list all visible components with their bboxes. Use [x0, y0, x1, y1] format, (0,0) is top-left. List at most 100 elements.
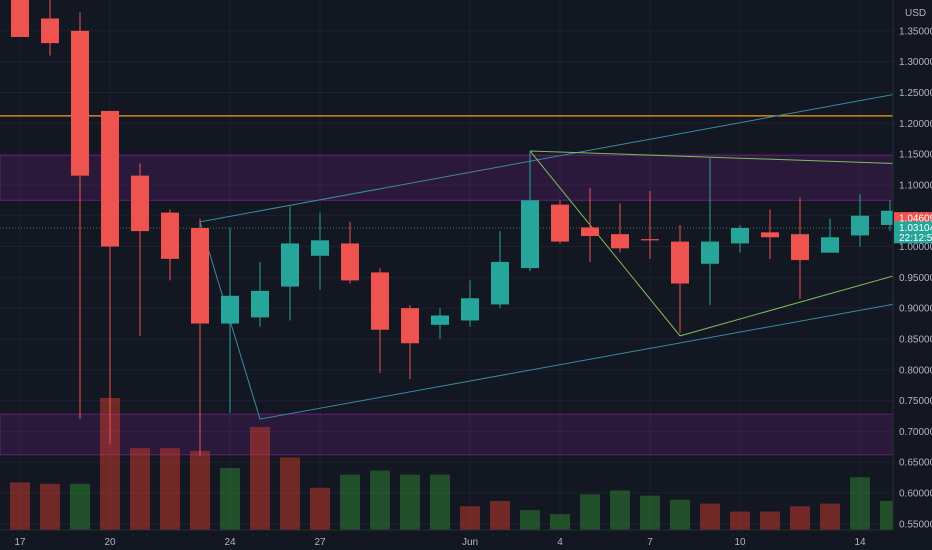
candle-body: [221, 295, 239, 324]
price-badge-background: [894, 221, 932, 234]
candle[interactable]: [401, 305, 419, 380]
candle[interactable]: [701, 157, 719, 306]
candle[interactable]: [11, 0, 29, 37]
price-tick-label: 0.60000: [899, 489, 932, 500]
volume-bar: [820, 503, 840, 530]
candles[interactable]: [0, 0, 932, 457]
candle-body: [281, 243, 299, 287]
channel-drawing[interactable]: [199, 40, 932, 420]
candle[interactable]: [791, 197, 809, 299]
volume-bar: [520, 510, 540, 530]
grid: [0, 0, 893, 530]
trend-drawings[interactable]: [199, 40, 932, 420]
candle[interactable]: [821, 218, 839, 253]
candle-body: [161, 212, 179, 259]
candle-body: [611, 234, 629, 249]
price-tick-label: 0.90000: [899, 304, 932, 315]
candle[interactable]: [161, 209, 179, 281]
candle-body: [431, 315, 449, 325]
price-badge-label: 22:12:59: [899, 233, 932, 244]
price-badge: 1.03104: [894, 221, 932, 234]
price-tick-label: 1.20000: [899, 119, 932, 130]
time-tick-label: 4: [557, 537, 563, 548]
time-tick-label: 14: [854, 537, 866, 548]
volume-bar: [370, 470, 390, 530]
candle-body: [11, 0, 29, 37]
time-tick-label: 17: [14, 537, 26, 548]
price-tick-label: 1.25000: [899, 88, 932, 99]
candle[interactable]: [371, 268, 389, 373]
candle-body: [491, 261, 509, 305]
price-tick-label: 0.65000: [899, 458, 932, 469]
candle-body: [311, 240, 329, 256]
volume-bar: [400, 474, 420, 530]
time-axis[interactable]: 17202427Jun47101417212428: [0, 529, 932, 550]
volume-bar: [670, 499, 690, 530]
volume-bar: [760, 511, 780, 530]
price-tick-label: 1.30000: [899, 57, 932, 68]
price-badge-background: [894, 231, 932, 244]
candle[interactable]: [191, 218, 209, 457]
price-badge: 1.04609: [894, 212, 932, 225]
price-tick-label: 1.35000: [899, 26, 932, 37]
candle[interactable]: [461, 280, 479, 327]
candle[interactable]: [311, 212, 329, 290]
candle[interactable]: [101, 110, 119, 444]
price-tick-label: 0.80000: [899, 365, 932, 376]
time-axis-background: [0, 530, 932, 550]
price-axis-background: [893, 0, 932, 550]
price-badge-background: [894, 212, 932, 225]
time-tick-label: Jun: [462, 537, 478, 548]
price-tick-label: 0.70000: [899, 427, 932, 438]
candle[interactable]: [731, 224, 749, 253]
volume-bar: [790, 506, 810, 530]
candle[interactable]: [221, 228, 239, 413]
volume-bar: [340, 474, 360, 530]
price-zone: [0, 413, 894, 456]
volume-bar: [580, 494, 600, 530]
volume-bar: [70, 483, 90, 530]
candle[interactable]: [131, 163, 149, 336]
candle[interactable]: [431, 308, 449, 339]
candle[interactable]: [581, 187, 599, 262]
candle[interactable]: [761, 209, 779, 259]
volume-bar: [190, 450, 210, 530]
candle-body: [851, 215, 869, 236]
candle[interactable]: [641, 191, 659, 259]
candle-body: [821, 237, 839, 253]
price-tick-label: 0.95000: [899, 273, 932, 284]
time-tick-label: 24: [224, 537, 236, 548]
volume-bar: [610, 490, 630, 530]
candle[interactable]: [611, 203, 629, 253]
candle[interactable]: [71, 12, 89, 420]
candle[interactable]: [491, 231, 509, 309]
volume-bar: [100, 398, 120, 530]
candle[interactable]: [671, 224, 689, 333]
candle-body: [791, 234, 809, 261]
candle[interactable]: [551, 200, 569, 244]
time-tick-label: 7: [647, 537, 653, 548]
price-tick-label: 1.00000: [899, 242, 932, 253]
candle[interactable]: [41, 0, 59, 56]
candle-body: [641, 239, 659, 241]
candle[interactable]: [251, 261, 269, 327]
candle[interactable]: [281, 206, 299, 321]
volume-bar: [640, 495, 660, 530]
candle[interactable]: [521, 150, 539, 272]
candle-body: [191, 228, 209, 324]
volume-bar: [730, 511, 750, 530]
candle[interactable]: [851, 194, 869, 247]
candle-body: [581, 227, 599, 237]
triangle-drawing[interactable]: [529, 150, 932, 337]
price-axis[interactable]: 1.35000 1.30000 1.25000 1.20000 1.15000 1.100…: [892, 0, 932, 550]
volume-bar: [490, 500, 510, 530]
price-tick-label: 0.75000: [899, 396, 932, 407]
price-tick-label: 1.10000: [899, 180, 932, 191]
price-badge-label: 1.03104: [899, 223, 932, 234]
candle[interactable]: [341, 221, 359, 284]
volume-bar: [160, 448, 180, 530]
candle-body: [521, 200, 539, 269]
